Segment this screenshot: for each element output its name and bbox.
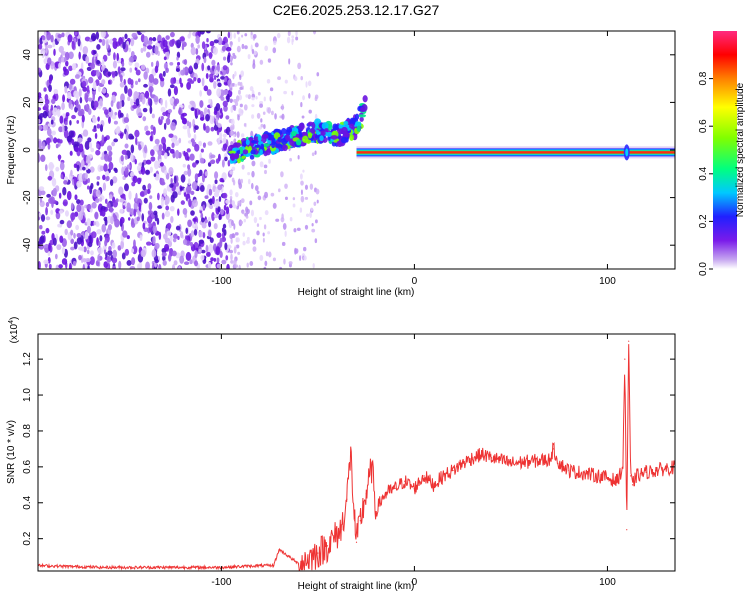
colorbar-tick-label: 0.4 — [698, 166, 709, 180]
snr-point — [452, 469, 454, 472]
snr-y-tick-label: 1.2 — [22, 352, 33, 366]
snr-point — [379, 502, 381, 504]
snr-point — [404, 480, 406, 482]
snr-point — [631, 484, 634, 486]
spectrogram-y-label: Frequency (Hz) — [6, 116, 17, 185]
snr-point — [433, 484, 435, 486]
spectrogram-x-tick-label: -100 — [211, 276, 231, 287]
snr-y-label: SNR (10 * v/v) — [6, 420, 17, 484]
snr-point — [462, 462, 464, 464]
snr-point — [481, 453, 483, 455]
snr-point — [558, 462, 560, 464]
snr-point — [413, 487, 416, 490]
snr-point — [359, 520, 361, 522]
snr-point — [297, 563, 300, 565]
snr-point — [635, 475, 637, 477]
spectrogram-y-tick-label: 40 — [22, 49, 33, 61]
snr-point — [365, 493, 367, 495]
snr-point — [259, 565, 261, 567]
snr-point — [568, 469, 570, 472]
snr-point — [340, 529, 342, 531]
colorbar-label: Normalized spectral amplitude — [735, 82, 746, 217]
snr-point — [375, 511, 377, 513]
spectrogram-y-tick-label: 0 — [22, 147, 33, 153]
snr-point — [471, 457, 473, 459]
snr-series-line — [38, 344, 675, 571]
snr-y-tick-label: 0.8 — [22, 424, 33, 438]
snr-x-tick-label: 100 — [599, 577, 616, 588]
snr-y-tick-label: 1.0 — [22, 388, 33, 402]
snr-point — [353, 520, 356, 522]
snr-point — [622, 466, 624, 468]
snr-point — [548, 459, 551, 461]
snr-point — [626, 529, 628, 531]
spectrogram-y-tick-label: -40 — [22, 238, 33, 253]
spectrogram-image — [38, 31, 675, 269]
snr-point — [182, 566, 184, 569]
snr-point — [491, 457, 493, 459]
snr-point — [587, 473, 589, 475]
snr-point — [423, 475, 425, 477]
snr-point — [664, 468, 666, 470]
carrier-line — [356, 151, 675, 154]
spectrogram-x-tick-label: 100 — [599, 276, 616, 287]
snr-panel: -100 0 100 0.2 0.4 0.6 0.8 1.0 1.2 Height of st… — [6, 317, 676, 592]
snr-point — [442, 475, 444, 477]
snr-point — [655, 469, 657, 472]
snr-point — [278, 548, 280, 551]
colorbar-tick-label: 0.2 — [698, 214, 709, 228]
snr-x-tick-label: -100 — [211, 577, 231, 588]
snr-y-tick-label: 0.2 — [22, 531, 33, 545]
chart-title: C2E6.2025.253.12.17.G27 — [273, 2, 440, 18]
spectrogram-x-label: Height of straight line (km) — [298, 287, 415, 298]
snr-point — [355, 541, 358, 543]
snr-point — [529, 460, 531, 463]
snr-y-tick-label: 0.6 — [22, 459, 33, 473]
colorbar-tick-label: 0.6 — [698, 119, 709, 133]
snr-point — [616, 480, 618, 482]
colorbar-tick-label: 0.0 — [698, 262, 709, 276]
snr-point — [104, 566, 107, 569]
snr-point — [371, 466, 373, 468]
snr-point — [630, 475, 632, 477]
snr-x-label: Height of straight line (km) — [298, 581, 415, 592]
snr-y-multiplier: (x104) — [8, 317, 20, 344]
snr-point — [346, 498, 348, 500]
snr-point — [552, 448, 554, 450]
snr-point — [606, 477, 609, 479]
snr-point — [326, 545, 329, 547]
snr-x-tick-label: 0 — [412, 577, 418, 588]
snr-point — [350, 451, 352, 454]
spectrogram-panel: -100 0 100 -40 -20 0 20 40 Height of straight … — [6, 30, 676, 298]
spectrogram-x-tick-label: 0 — [412, 276, 418, 287]
snr-point — [384, 493, 387, 495]
snr-point — [624, 358, 626, 360]
spectrogram-y-tick-label: 20 — [22, 96, 33, 108]
snr-point — [510, 462, 512, 464]
snr-point — [272, 565, 275, 567]
snr-point — [394, 487, 396, 490]
spectrogram-y-tick-label: -20 — [22, 190, 33, 205]
snr-point — [628, 340, 630, 342]
colorbar-tick-label: 0.8 — [698, 71, 709, 85]
colorbar: 0.0 0.2 0.4 0.6 0.8 Normalized spectral ampl… — [698, 31, 746, 276]
snr-y-tick-label: 0.4 — [22, 495, 33, 509]
snr-point — [317, 552, 319, 554]
snr-point — [645, 471, 647, 473]
